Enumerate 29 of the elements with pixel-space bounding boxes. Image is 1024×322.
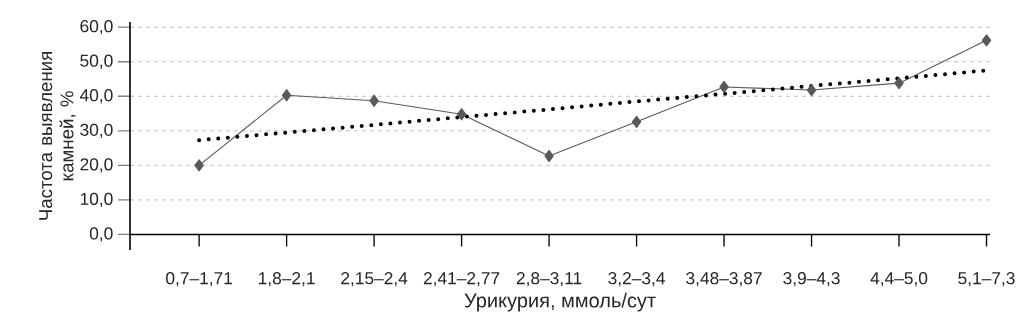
y-tick-label: 30,0 [80, 123, 113, 138]
y-tick-label: 20,0 [80, 158, 113, 173]
point [806, 83, 817, 97]
x-tick-label: 3,48–3,87 [686, 272, 762, 287]
y-tick-label: 0,0 [89, 227, 113, 242]
x-tick-label: 2,8–3,11 [516, 272, 582, 287]
x-tick-label: 2,41–2,77 [423, 272, 500, 287]
y-tick-label: 50,0 [80, 54, 113, 69]
point [631, 115, 642, 128]
x-tick-label: 3,9–4,3 [783, 272, 840, 287]
y-tick-label: 60,0 [80, 20, 113, 35]
point [719, 80, 729, 94]
y-tick-label: 10,0 [80, 192, 113, 208]
x-tick-label: 1,8–2,1 [259, 272, 315, 287]
point [369, 94, 379, 107]
point [194, 159, 204, 172]
x-tick-label: 2,15–2,4 [341, 272, 408, 287]
x-tick-label: 4,4–5,0 [870, 272, 928, 287]
point [456, 108, 467, 121]
point [894, 77, 904, 90]
y-tick-label: 40,0 [79, 89, 113, 104]
x-tick-label: 0,7–1,71 [166, 272, 233, 287]
point [981, 34, 992, 47]
x-axis-title: Урикурия, ммоль/сут [464, 292, 656, 312]
x-tick-label: 3,2–3,4 [608, 272, 665, 287]
point [544, 149, 554, 163]
x-tick-label: 5,1–7,3 [958, 272, 1015, 287]
point [281, 89, 292, 102]
y-axis-title: Частота выявления камней, % [39, 52, 76, 220]
